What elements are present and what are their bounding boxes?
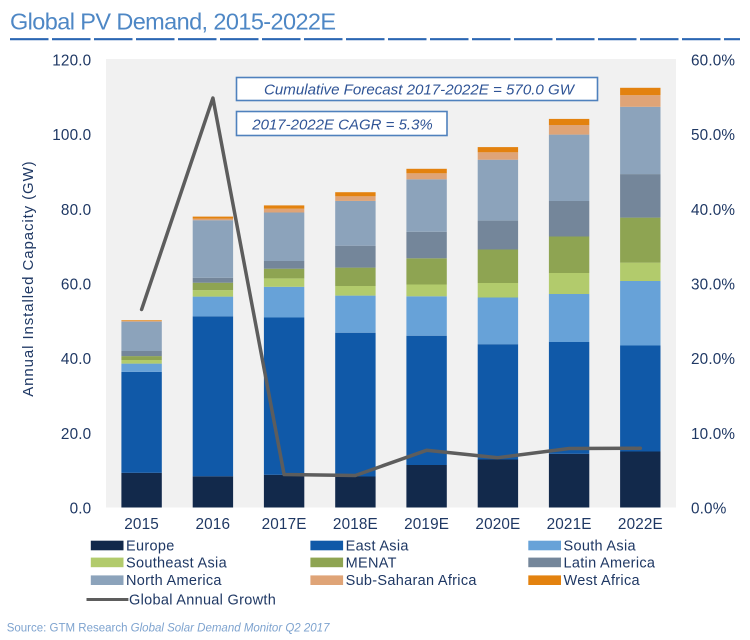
svg-text:North America: North America xyxy=(126,573,222,589)
svg-text:30.0%: 30.0% xyxy=(691,277,735,294)
svg-text:MENAT: MENAT xyxy=(346,555,397,571)
svg-text:Europe: Europe xyxy=(126,538,175,554)
svg-text:40.0: 40.0 xyxy=(61,351,91,368)
svg-text:2021E: 2021E xyxy=(547,516,592,533)
svg-text:2017-2022E CAGR = 5.3%: 2017-2022E CAGR = 5.3% xyxy=(251,117,433,134)
svg-text:120.0: 120.0 xyxy=(52,52,91,69)
svg-text:20.0: 20.0 xyxy=(61,426,91,443)
svg-text:10.0%: 10.0% xyxy=(691,426,735,443)
svg-text:West Africa: West Africa xyxy=(564,573,641,589)
svg-text:Source: GTM Research Global So: Source: GTM Research Global Solar Demand… xyxy=(7,623,330,635)
svg-text:0.0%: 0.0% xyxy=(691,501,727,518)
svg-text:20.0%: 20.0% xyxy=(691,351,735,368)
svg-text:2018E: 2018E xyxy=(333,516,378,533)
svg-text:Sub-Saharan Africa: Sub-Saharan Africa xyxy=(346,573,478,589)
svg-text:2017E: 2017E xyxy=(262,516,307,533)
svg-text:2022E: 2022E xyxy=(618,516,663,533)
svg-text:50.0%: 50.0% xyxy=(691,127,735,144)
svg-text:Latin America: Latin America xyxy=(564,555,656,571)
svg-text:Southeast Asia: Southeast Asia xyxy=(126,555,228,571)
svg-text:0.0: 0.0 xyxy=(70,501,92,518)
svg-text:2019E: 2019E xyxy=(404,516,449,533)
svg-text:Cumulative Forecast 2017-2022E: Cumulative Forecast 2017-2022E = 570.0 G… xyxy=(264,82,576,99)
svg-text:Global Annual Growth: Global Annual Growth xyxy=(129,593,276,609)
svg-text:East Asia: East Asia xyxy=(346,538,410,554)
svg-text:60.0: 60.0 xyxy=(61,277,91,294)
svg-text:100.0: 100.0 xyxy=(52,127,91,144)
svg-text:South Asia: South Asia xyxy=(564,538,637,554)
svg-text:Global PV Demand, 2015-2022E: Global PV Demand, 2015-2022E xyxy=(10,8,335,34)
svg-text:80.0: 80.0 xyxy=(61,202,91,219)
svg-text:2020E: 2020E xyxy=(475,516,520,533)
svg-text:40.0%: 40.0% xyxy=(691,202,735,219)
svg-text:2015: 2015 xyxy=(124,516,159,533)
svg-text:Annual Installed Capacity (GW): Annual Installed Capacity (GW) xyxy=(20,160,37,396)
svg-text:2016: 2016 xyxy=(195,516,230,533)
svg-text:60.0%: 60.0% xyxy=(691,52,735,69)
